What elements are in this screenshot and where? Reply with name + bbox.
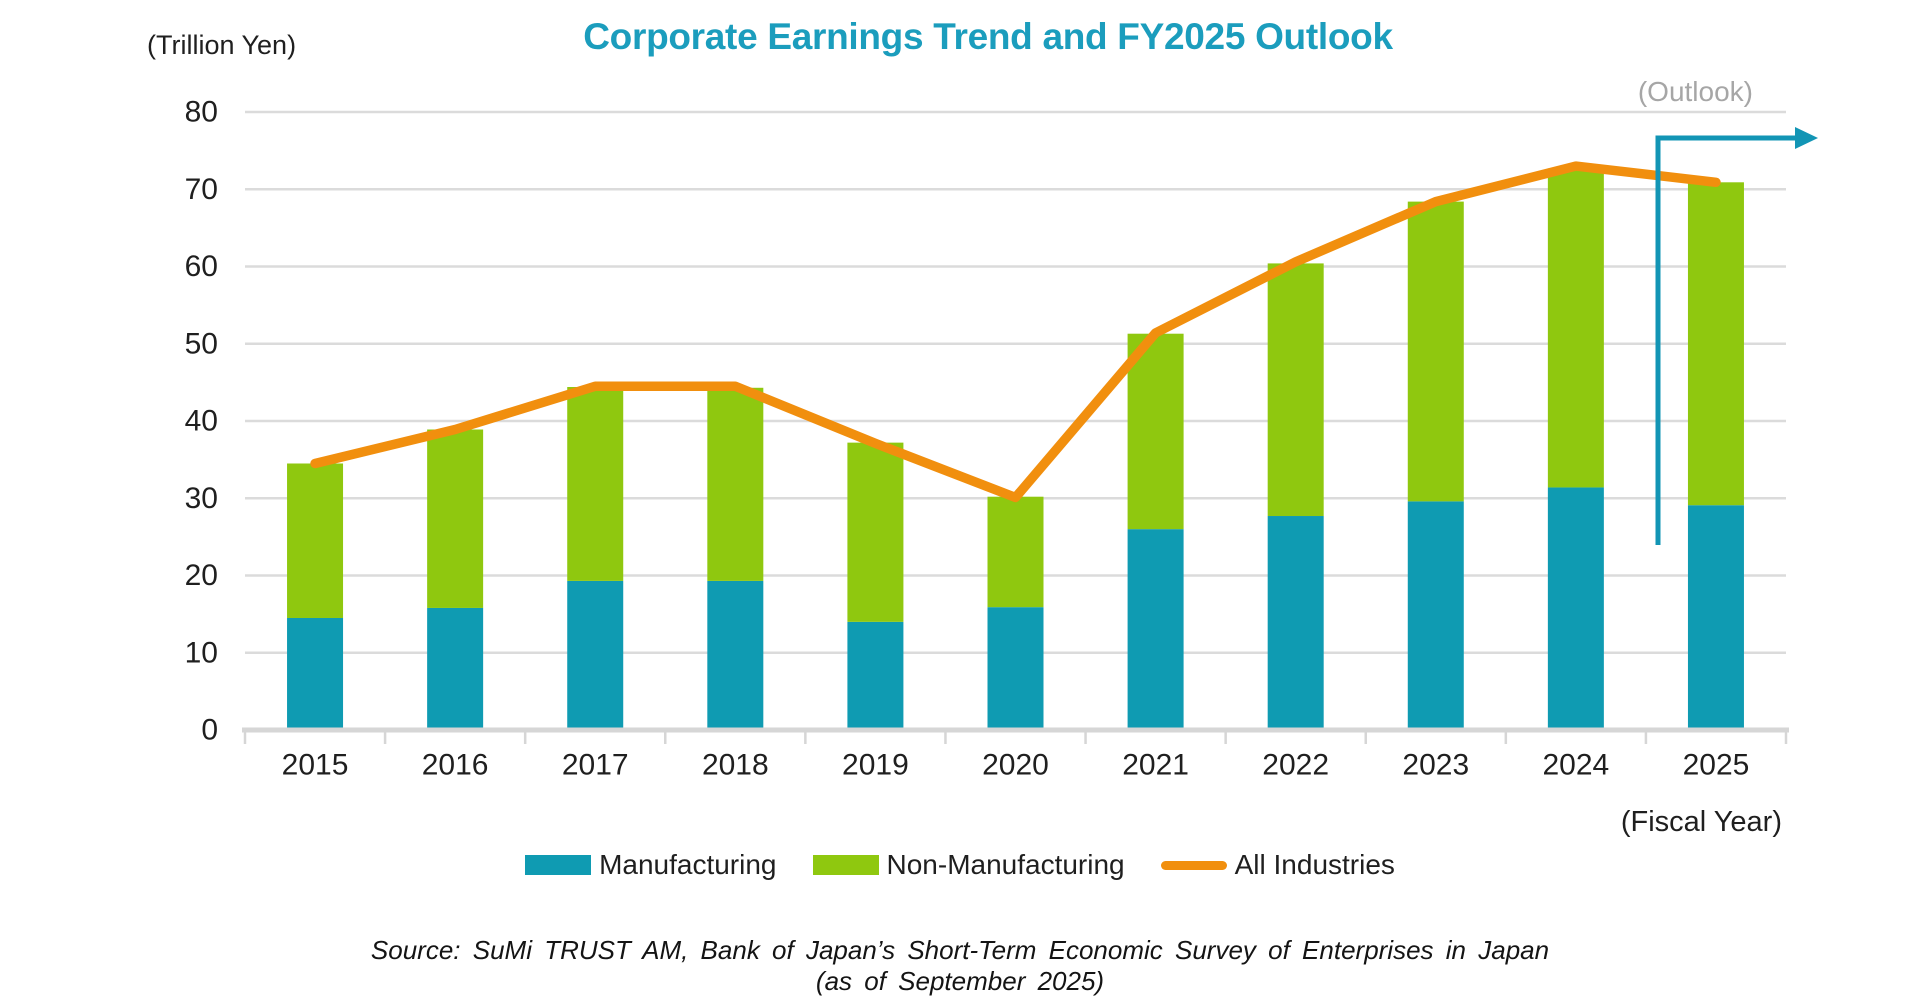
x-axis-tick-label: 2025 bbox=[1683, 749, 1750, 782]
y-axis-tick-label: 20 bbox=[185, 559, 218, 592]
x-axis-tick-label: 2023 bbox=[1402, 749, 1469, 782]
legend-item-manufacturing: Manufacturing bbox=[525, 849, 777, 881]
bar-segment-manufacturing bbox=[427, 607, 484, 730]
bar-segment-manufacturing bbox=[1407, 501, 1464, 730]
bar-segment-manufacturing bbox=[1687, 505, 1744, 730]
x-axis-tick-label: 2022 bbox=[1262, 749, 1329, 782]
y-axis-tick-label: 30 bbox=[185, 482, 218, 515]
bar-segment-manufacturing bbox=[1547, 487, 1604, 730]
bar-segment-non-manufacturing bbox=[427, 429, 484, 608]
x-axis-tick-label: 2021 bbox=[1122, 749, 1189, 782]
bar-segment-non-manufacturing bbox=[707, 387, 764, 581]
bar-segment-non-manufacturing bbox=[567, 387, 624, 581]
bar-segment-non-manufacturing bbox=[1127, 333, 1184, 530]
legend-item-non-manufacturing: Non-Manufacturing bbox=[812, 849, 1125, 881]
bar-segment-non-manufacturing bbox=[1407, 201, 1464, 502]
x-axis-tick-label: 2020 bbox=[982, 749, 1049, 782]
y-axis-tick-label: 0 bbox=[201, 714, 218, 747]
legend-label-manufacturing: Manufacturing bbox=[599, 849, 777, 880]
bar-segment-manufacturing bbox=[987, 607, 1044, 730]
x-axis-tick-label: 2018 bbox=[702, 749, 769, 782]
y-axis-tick-label: 10 bbox=[185, 636, 218, 669]
bar-segment-non-manufacturing bbox=[847, 442, 904, 622]
source-note: Source: SuMi TRUST AM, Bank of Japan’s S… bbox=[0, 935, 1920, 997]
bar-segment-manufacturing bbox=[1127, 529, 1184, 730]
x-axis-tick-label: 2024 bbox=[1542, 749, 1609, 782]
y-axis-unit-label: (Trillion Yen) bbox=[147, 30, 297, 60]
y-axis-tick-label: 80 bbox=[185, 96, 218, 129]
outlook-label: (Outlook) bbox=[1637, 76, 1753, 107]
bar-segment-manufacturing bbox=[847, 621, 904, 730]
x-axis-tick-label: 2017 bbox=[562, 749, 629, 782]
legend-label-non-manufacturing: Non-Manufacturing bbox=[886, 849, 1125, 880]
legend-label-all-industries: All Industries bbox=[1234, 849, 1395, 880]
source-line-2: (as of September 2025) bbox=[815, 966, 1105, 996]
outlook-arrow bbox=[1655, 135, 1797, 545]
all-industries-line bbox=[310, 161, 1721, 503]
y-axis-tick-label: 70 bbox=[185, 173, 218, 206]
bar-segment-manufacturing bbox=[707, 580, 764, 730]
bar-segment-non-manufacturing bbox=[1687, 182, 1744, 506]
manufacturing-swatch-icon bbox=[525, 855, 592, 875]
source-line-1: Source: SuMi TRUST AM, Bank of Japan’s S… bbox=[370, 935, 1550, 965]
all-industries-line-swatch-icon bbox=[1160, 860, 1227, 870]
bar-segment-manufacturing bbox=[287, 617, 344, 730]
bar-segment-non-manufacturing bbox=[1547, 168, 1604, 488]
x-axis-tick-label: 2016 bbox=[422, 749, 489, 782]
x-axis-caption: (Fiscal Year) bbox=[1620, 806, 1782, 838]
outlook-arrow-head-icon bbox=[1795, 127, 1818, 149]
legend: Manufacturing Non-Manufacturing All Indu… bbox=[0, 846, 1920, 884]
legend-item-all-industries: All Industries bbox=[1160, 849, 1395, 881]
y-axis-tick-label: 40 bbox=[185, 405, 218, 438]
y-axis-tick-label: 60 bbox=[185, 250, 218, 283]
bar-segment-non-manufacturing bbox=[987, 496, 1044, 608]
x-axis-tick-label: 2015 bbox=[282, 749, 349, 782]
non-manufacturing-swatch-icon bbox=[812, 855, 879, 875]
y-axis-tick-label: 50 bbox=[185, 327, 218, 360]
bar-segment-manufacturing bbox=[567, 580, 624, 730]
bar-segment-manufacturing bbox=[1267, 516, 1324, 730]
chart-title: Corporate Earnings Trend and FY2025 Outl… bbox=[583, 16, 1393, 57]
bar-segment-non-manufacturing bbox=[1267, 263, 1324, 517]
x-axis-tick-label: 2019 bbox=[842, 749, 909, 782]
bar-segment-non-manufacturing bbox=[287, 463, 344, 618]
